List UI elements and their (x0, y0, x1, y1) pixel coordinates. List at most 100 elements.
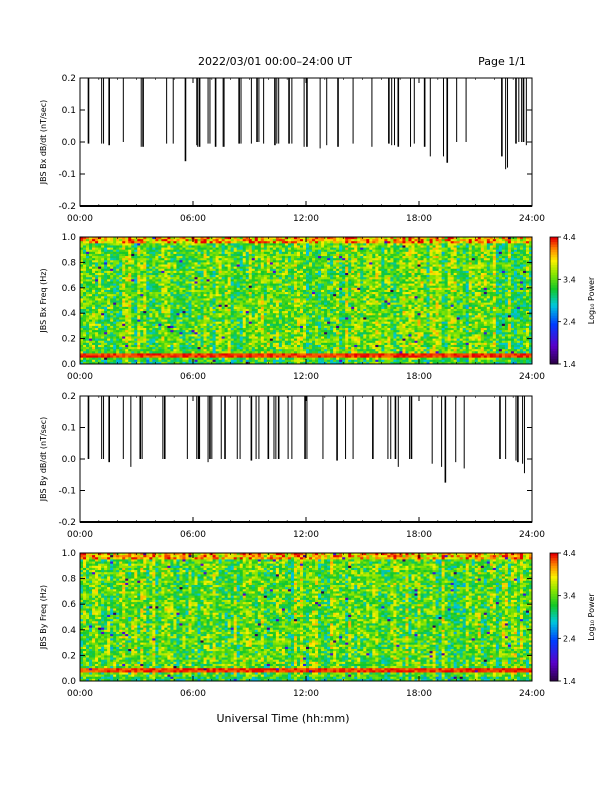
spectrogram-cell (293, 247, 298, 251)
spectrogram-cell (369, 245, 373, 248)
spectrogram-cell (417, 260, 421, 263)
spectrogram-cell (492, 243, 497, 246)
spectrogram-cell (441, 247, 446, 251)
spectrogram-cell (92, 264, 96, 268)
spectrogram-cell (239, 237, 244, 240)
spectrogram-cell (456, 266, 461, 270)
spectrogram-cell (161, 241, 165, 244)
spectrogram-cell (218, 258, 223, 261)
spectrogram-cell (191, 247, 195, 251)
spectrogram-cell (149, 264, 153, 268)
spectrogram-cell (203, 239, 207, 242)
spectrogram-cell (315, 245, 319, 248)
spectrogram-cell (128, 247, 132, 251)
spectrogram-cell (149, 258, 153, 261)
spectrogram-cell (312, 239, 316, 242)
spectrogram-cell (309, 262, 313, 265)
spectrogram-cell (519, 258, 524, 261)
spectrogram-cell (131, 260, 135, 263)
spectrogram-cell (296, 245, 301, 248)
spectrogram-cell (167, 237, 171, 240)
spectrogram-cell (221, 270, 226, 274)
spectrogram-cell (519, 270, 524, 274)
spectrogram-cell (327, 247, 331, 251)
spectrogram-cell (519, 237, 524, 240)
spectrogram-cell (495, 237, 500, 240)
spectrogram-cell (194, 272, 198, 276)
spectrogram-cell (369, 264, 373, 268)
spectrogram-cell (203, 245, 207, 248)
spectrogram-cell (492, 262, 497, 265)
spectrogram-cell (414, 251, 418, 255)
spectrogram-cell (396, 270, 400, 274)
spectrogram-cell (414, 266, 418, 270)
spectrogram-cell (321, 260, 325, 263)
spectrogram-cell (513, 251, 518, 255)
spectrogram-cell (230, 247, 235, 251)
spectrogram-cell (324, 264, 328, 268)
spectrogram-cell (354, 241, 358, 244)
spectrogram-cell (185, 260, 189, 263)
spectrogram-cell (296, 270, 301, 274)
spectrogram-cell (456, 239, 461, 242)
spectrogram-cell (293, 264, 298, 268)
spectrogram-cell (290, 247, 295, 251)
spectrogram-cell (342, 262, 346, 265)
spectrogram-cell (336, 262, 340, 265)
spectrogram-cell (357, 253, 361, 257)
spectrogram-cell (242, 237, 247, 240)
spectrogram-cell (131, 247, 135, 251)
spectrogram-cell (327, 270, 331, 274)
spectrogram-cell (245, 251, 250, 255)
spectrogram-cell (492, 272, 497, 276)
spectrogram-cell (426, 260, 430, 263)
spectrogram-cell (302, 268, 307, 272)
spectrogram-cell (275, 249, 280, 253)
spectrogram-cell (128, 239, 132, 242)
spectrogram-cell (164, 251, 168, 255)
spectrogram-cell (281, 241, 286, 244)
spectrogram-cell (423, 272, 427, 276)
spectrogram-cell (107, 272, 111, 276)
spectrogram-cell (492, 239, 497, 242)
spectrogram-cell (146, 262, 150, 265)
spectrogram-cell (426, 256, 430, 259)
spectrogram-cell (345, 237, 349, 240)
spectrogram-cell (95, 258, 99, 261)
spectrogram-cell (366, 270, 370, 274)
spectrogram-cell (191, 272, 195, 276)
spectrogram-cell (302, 256, 307, 259)
spectrogram-cell (495, 253, 500, 257)
spectrogram-cell (420, 264, 424, 268)
spectrogram-cell (465, 251, 470, 255)
spectrogram-cell (203, 241, 207, 244)
spectrogram-cell (417, 251, 421, 255)
spectrogram-cell (429, 245, 433, 248)
spectrogram-cell (339, 237, 343, 240)
spectrogram-cell (107, 258, 111, 261)
spectrogram-cell (254, 251, 259, 255)
spectrogram-cell (477, 258, 482, 261)
spectrogram-cell (489, 266, 494, 270)
spectrogram-cell (134, 262, 138, 265)
spectrogram-cell (477, 241, 482, 244)
spectrogram-cell (284, 272, 289, 276)
spectrogram-cell (375, 239, 379, 242)
spectrogram-cell (119, 243, 123, 246)
spectrogram-cell (131, 270, 135, 274)
spectrogram-cell (390, 262, 394, 265)
spectrogram-cell (125, 256, 129, 259)
spectrogram-cell (203, 249, 207, 253)
spectrogram-cell (339, 264, 343, 268)
spectrogram-cell (372, 256, 376, 259)
spectrogram-cell (312, 272, 316, 276)
spectrogram-cell (378, 272, 382, 276)
spectrogram-cell (263, 241, 268, 244)
spectrogram-cell (230, 260, 235, 263)
spectrogram-cell (504, 262, 509, 265)
spectrogram-cell (113, 268, 117, 272)
spectrogram-cell (345, 247, 349, 251)
spectrogram-cell (158, 264, 162, 268)
spectrogram-cell (447, 239, 452, 242)
spectrogram-cell (152, 264, 156, 268)
